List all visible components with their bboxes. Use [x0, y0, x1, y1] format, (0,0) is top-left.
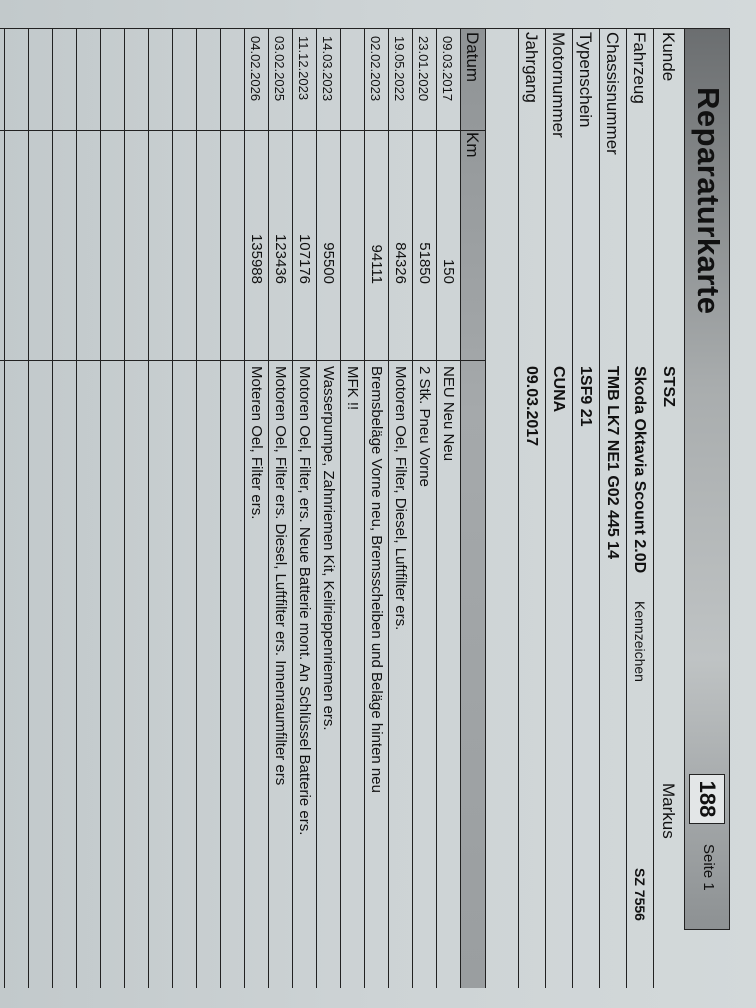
row-date: 04.02.2026	[248, 36, 263, 102]
page-number: Seite 1	[700, 844, 717, 891]
field-value: CUNA	[550, 366, 567, 413]
row-description: Moteren Oel, Filter ers.	[248, 366, 265, 520]
field-row-typenschein: Typenschein 1SF9 21	[572, 28, 599, 988]
empty-table-row	[28, 28, 52, 988]
row-date: 23.01.2020	[416, 36, 431, 102]
field-label: Typenschein	[576, 32, 595, 128]
left-border	[0, 28, 684, 29]
card-number: 188	[689, 774, 725, 824]
field-row-chassisnummer: Chassisnummer TMB LK7 NE1 G02 445 14	[599, 28, 626, 988]
row-date: 09.03.2017	[440, 36, 455, 102]
field-label: Motornummer	[549, 32, 568, 138]
empty-table-row	[76, 28, 100, 988]
field-label: Fahrzeug	[630, 32, 649, 104]
table-row: 09.03.2017 150 NEU Neu Neu	[436, 28, 460, 988]
empty-table-row	[100, 28, 124, 988]
table-row: 03.02.2025 123436 Motoren Oel, Filter ers.…	[268, 28, 292, 988]
row-description: MFK !!	[344, 366, 361, 411]
table-row: 19.05.2022 84326 Motoren Oel, Filter, Dies…	[388, 28, 412, 988]
row-km: 95500	[320, 242, 337, 284]
plate-label: Kennzeichen	[632, 601, 648, 682]
table-row: 23.01.2020 51850 2 Stk. Pneu Vorne	[412, 28, 436, 988]
row-date: 02.02.2023	[368, 36, 383, 102]
column-divider	[0, 130, 485, 131]
row-date: 19.05.2022	[392, 36, 407, 102]
empty-table-row	[220, 28, 244, 988]
customer-name: Markus	[659, 783, 678, 839]
row-description: 2 Stk. Pneu Vorne	[416, 366, 433, 487]
row-description: Bremsbeläge Vorne neu, Bremsscheiben und…	[368, 366, 385, 793]
row-km: 84326	[392, 242, 409, 284]
row-date: 14.03.2023	[320, 36, 335, 102]
row-description: Motoren Oel, Filter ers. Diesel, Luftfil…	[272, 366, 289, 786]
plate-value: SZ 7556	[632, 868, 648, 921]
title-bar: Reparaturkarte 188 Seite 1	[684, 28, 730, 930]
empty-table-row	[172, 28, 196, 988]
field-label: Kunde	[659, 32, 678, 82]
empty-table-row	[4, 28, 28, 988]
row-description: Motoren Oel, Filter, ers. Neue Batterie …	[296, 366, 313, 836]
field-value: STSZ	[660, 366, 677, 407]
table-row: 14.03.2023 95500 Wasserpumpe, Zahnriemen K…	[316, 28, 340, 988]
row-km: 135988	[248, 233, 265, 284]
field-row-motornummer: Motornummer CUNA	[545, 28, 572, 988]
empty-table-row	[148, 28, 172, 988]
row-km: 123436	[272, 233, 289, 284]
table-row: 02.02.2023 94111 Bremsbeläge Vorne neu, Br…	[364, 28, 388, 988]
field-row-fahrzeug: Fahrzeug Skoda Oktavia Scount 2.0D Kennz…	[626, 28, 653, 988]
field-value: 09.03.2017	[523, 366, 540, 447]
row-date: 03.02.2025	[272, 36, 287, 102]
document-title: Reparaturkarte	[691, 87, 726, 315]
table-header: Datum Km	[460, 28, 485, 988]
row-date: 11.12.2023	[296, 36, 311, 101]
empty-table-row	[0, 28, 4, 988]
blank-row	[485, 28, 518, 988]
row-km: 150	[440, 258, 457, 284]
column-divider	[0, 360, 485, 361]
header-km: Km	[463, 132, 482, 158]
row-description: Motoren Oel, Filter, Diesel, Luftfilter …	[392, 366, 409, 631]
row-description: Wasserpumpe, Zahnriemen Kit, Keilrieppen…	[320, 366, 337, 731]
field-value: 1SF9 21	[577, 366, 594, 427]
table-row: 04.02.2026 135988 Moteren Oel, Filter ers.	[244, 28, 268, 988]
field-label: Chassisnummer	[603, 32, 622, 155]
row-km: 51850	[416, 242, 433, 284]
header-datum: Datum	[463, 32, 482, 83]
empty-table-row	[196, 28, 220, 988]
row-km: 94111	[368, 244, 385, 285]
table-row: 11.12.2023 107176 Motoren Oel, Filter, ers…	[292, 28, 316, 988]
row-km: 107176	[296, 233, 313, 284]
field-value: Skoda Oktavia Scount 2.0D	[631, 366, 648, 574]
field-value: TMB LK7 NE1 G02 445 14	[604, 366, 621, 559]
empty-table-row	[52, 28, 76, 988]
field-label: Jahrgang	[522, 32, 541, 103]
field-row-kunde: Kunde STSZ Markus	[653, 28, 684, 988]
empty-table-row	[124, 28, 148, 988]
row-description: NEU Neu Neu	[440, 366, 457, 462]
table-row: MFK !!	[340, 28, 364, 988]
field-row-jahrgang: Jahrgang 09.03.2017	[518, 28, 545, 988]
